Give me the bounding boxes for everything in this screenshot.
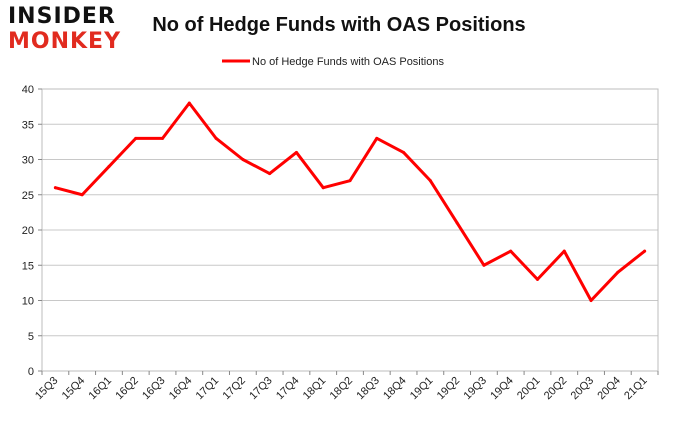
logo-text-insider: INSIDER (8, 4, 116, 29)
y-tick-label: 40 (22, 84, 34, 96)
data-point (107, 165, 111, 169)
y-tick-label: 20 (22, 225, 34, 237)
data-point (268, 172, 272, 176)
data-point (643, 249, 647, 253)
data-point (294, 150, 298, 154)
series-line (53, 101, 647, 302)
x-tick-label: 20Q4 (595, 375, 623, 403)
y-tick-label: 30 (22, 155, 34, 167)
y-tick-label: 5 (28, 331, 34, 343)
logo-text-monkey: MONKEY (8, 29, 122, 54)
y-axis-ticks: 0 5 10 15 20 25 30 35 40 (22, 84, 42, 378)
data-point (402, 150, 406, 154)
x-tick-label: 16Q2 (113, 375, 141, 403)
x-tick-label: 20Q1 (515, 375, 543, 403)
x-tick-label: 18Q1 (301, 375, 329, 403)
x-axis-ticks: 15Q3 15Q4 16Q1 16Q2 16Q3 16Q4 17Q1 17Q2 17Q3 17Q4… (33, 371, 659, 403)
chart-title: No of Hedge Funds with OAS Positions (152, 14, 526, 36)
data-point (187, 101, 191, 105)
x-tick-label: 21Q1 (622, 375, 650, 403)
y-tick-label: 0 (28, 366, 34, 378)
data-point (589, 299, 593, 302)
data-point (562, 249, 566, 253)
x-tick-label: 19Q4 (488, 375, 516, 403)
grid-lines (42, 88, 658, 337)
data-point (134, 136, 138, 140)
x-tick-label: 17Q2 (220, 375, 248, 403)
data-point (241, 158, 245, 161)
x-tick-label: 17Q3 (247, 375, 275, 403)
x-tick-label: 19Q3 (462, 375, 490, 403)
y-tick-label: 10 (22, 296, 34, 308)
x-tick-label: 18Q3 (354, 375, 382, 403)
series-layer (53, 101, 647, 302)
x-tick-label: 16Q1 (87, 375, 115, 403)
data-point (53, 186, 57, 190)
data-point (482, 263, 486, 267)
x-tick-label: 16Q3 (140, 375, 168, 403)
data-point (509, 249, 513, 253)
data-point (455, 221, 459, 225)
x-tick-label: 15Q3 (33, 375, 61, 403)
x-tick-label: 20Q2 (542, 375, 570, 403)
x-tick-label: 17Q1 (194, 375, 222, 403)
data-point (428, 179, 432, 183)
x-tick-label: 19Q1 (408, 375, 436, 403)
data-point (161, 136, 165, 140)
legend-label: No of Hedge Funds with OAS Positions (252, 56, 444, 68)
insider-monkey-logo: INSIDER MONKEY (6, 5, 126, 55)
x-tick-label: 16Q4 (167, 375, 195, 403)
data-point (80, 193, 84, 197)
data-point (348, 179, 352, 183)
x-tick-label: 17Q4 (274, 375, 302, 403)
x-tick-label: 19Q2 (435, 375, 463, 403)
data-point (214, 136, 218, 140)
data-point (535, 277, 539, 281)
data-point (321, 186, 325, 190)
data-point (375, 136, 379, 140)
x-tick-label: 18Q4 (381, 375, 409, 403)
y-tick-label: 35 (22, 119, 34, 131)
y-tick-label: 15 (22, 260, 34, 272)
legend: No of Hedge Funds with OAS Positions (222, 56, 444, 68)
x-tick-label: 15Q4 (60, 375, 88, 403)
x-tick-label: 20Q3 (569, 375, 597, 403)
x-tick-label: 18Q2 (328, 375, 356, 403)
data-point (616, 270, 620, 274)
y-tick-label: 25 (22, 190, 34, 202)
